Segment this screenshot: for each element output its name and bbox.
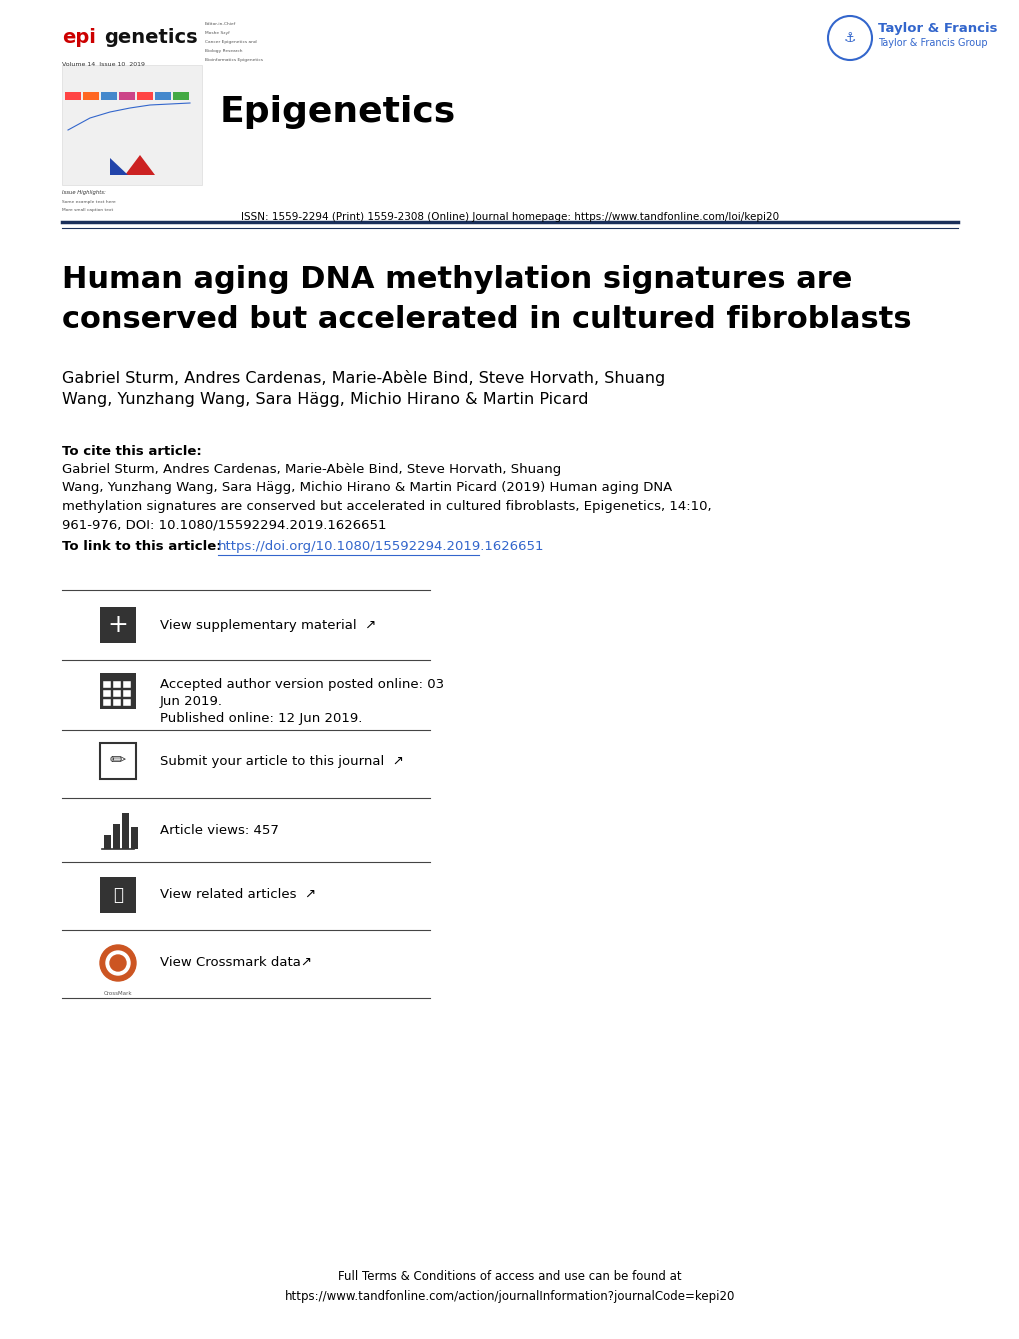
Text: CrossMark: CrossMark bbox=[104, 991, 132, 996]
Polygon shape bbox=[125, 155, 155, 175]
Bar bbox=[122, 813, 128, 849]
Circle shape bbox=[110, 955, 126, 971]
Text: Volume 14  Issue 10  2019: Volume 14 Issue 10 2019 bbox=[62, 62, 145, 67]
Text: View related articles  ↗: View related articles ↗ bbox=[160, 889, 316, 901]
Bar bbox=[100, 743, 136, 779]
Text: Editor-in-Chief: Editor-in-Chief bbox=[205, 21, 236, 25]
Polygon shape bbox=[110, 158, 127, 175]
Text: Gabriel Sturm, Andres Cardenas, Marie-Abèle Bind, Steve Horvath, Shuang: Gabriel Sturm, Andres Cardenas, Marie-Ab… bbox=[62, 370, 664, 386]
Text: Epigenetics: Epigenetics bbox=[220, 95, 455, 129]
Text: Bioinformatics Epigenetics: Bioinformatics Epigenetics bbox=[205, 58, 263, 62]
Bar bbox=[113, 690, 121, 698]
Bar bbox=[104, 834, 111, 849]
Text: Moshe Szyf: Moshe Szyf bbox=[205, 31, 229, 35]
Bar bbox=[123, 690, 130, 698]
Text: https://doi.org/10.1080/15592294.2019.1626651: https://doi.org/10.1080/15592294.2019.16… bbox=[218, 540, 544, 553]
Bar bbox=[101, 92, 117, 100]
Bar bbox=[173, 92, 189, 100]
Bar bbox=[103, 690, 111, 698]
Text: +: + bbox=[107, 613, 128, 637]
Text: https://www.tandfonline.com/action/journalInformation?journalCode=kepi20: https://www.tandfonline.com/action/journ… bbox=[284, 1289, 735, 1303]
Text: Some example text here: Some example text here bbox=[62, 200, 115, 204]
Bar bbox=[137, 92, 153, 100]
Text: To link to this article:: To link to this article: bbox=[62, 540, 226, 553]
Circle shape bbox=[100, 945, 136, 981]
Text: Issue Highlights:: Issue Highlights: bbox=[62, 190, 106, 195]
Text: More small caption text: More small caption text bbox=[62, 208, 113, 212]
Text: 🔍: 🔍 bbox=[113, 886, 123, 904]
Bar bbox=[130, 828, 138, 849]
Bar bbox=[100, 877, 136, 913]
Text: ✏: ✏ bbox=[110, 751, 126, 770]
Text: Human aging DNA methylation signatures are: Human aging DNA methylation signatures a… bbox=[62, 265, 852, 295]
Text: conserved but accelerated in cultured fibroblasts: conserved but accelerated in cultured fi… bbox=[62, 305, 911, 333]
Bar bbox=[103, 699, 111, 706]
Text: Taylor & Francis Group: Taylor & Francis Group bbox=[877, 37, 986, 48]
Bar bbox=[155, 92, 171, 100]
Text: Biology Research: Biology Research bbox=[205, 50, 243, 54]
Bar bbox=[100, 674, 136, 708]
Text: View supplementary material  ↗: View supplementary material ↗ bbox=[160, 619, 376, 632]
Text: ISSN: 1559-2294 (Print) 1559-2308 (Online) Journal homepage: https://www.tandfon: ISSN: 1559-2294 (Print) 1559-2308 (Onlin… bbox=[240, 212, 779, 222]
Bar bbox=[62, 66, 202, 185]
Text: Submit your article to this journal  ↗: Submit your article to this journal ↗ bbox=[160, 754, 404, 767]
Bar bbox=[103, 682, 111, 688]
Text: Taylor & Francis: Taylor & Francis bbox=[877, 21, 997, 35]
Text: Cancer Epigenetics and: Cancer Epigenetics and bbox=[205, 40, 257, 44]
Bar bbox=[113, 699, 121, 706]
Text: epi: epi bbox=[62, 28, 96, 47]
Circle shape bbox=[106, 951, 129, 975]
Text: To cite this article:: To cite this article: bbox=[62, 445, 202, 458]
Bar bbox=[123, 699, 130, 706]
Text: Article views: 457: Article views: 457 bbox=[160, 825, 278, 837]
Bar bbox=[100, 607, 136, 643]
Bar bbox=[83, 92, 99, 100]
Text: Accepted author version posted online: 03
Jun 2019.
Published online: 12 Jun 201: Accepted author version posted online: 0… bbox=[160, 678, 443, 724]
Bar bbox=[113, 823, 120, 849]
Text: Full Terms & Conditions of access and use can be found at: Full Terms & Conditions of access and us… bbox=[338, 1269, 681, 1283]
Bar bbox=[119, 92, 135, 100]
Text: ⚓: ⚓ bbox=[843, 31, 855, 46]
Text: Wang, Yunzhang Wang, Sara Hägg, Michio Hirano & Martin Picard: Wang, Yunzhang Wang, Sara Hägg, Michio H… bbox=[62, 392, 588, 407]
Bar bbox=[123, 682, 130, 688]
Text: View Crossmark data↗: View Crossmark data↗ bbox=[160, 956, 312, 969]
Bar bbox=[65, 92, 81, 100]
Text: Gabriel Sturm, Andres Cardenas, Marie-Abèle Bind, Steve Horvath, Shuang
Wang, Yu: Gabriel Sturm, Andres Cardenas, Marie-Ab… bbox=[62, 463, 711, 532]
Bar bbox=[113, 682, 121, 688]
Text: genetics: genetics bbox=[104, 28, 198, 47]
